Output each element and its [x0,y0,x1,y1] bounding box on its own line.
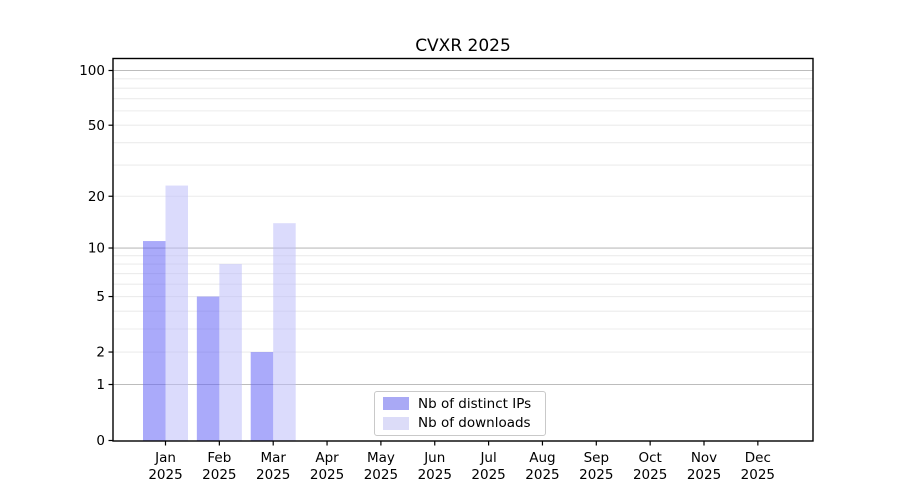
x-tick-label: Dec [745,450,771,466]
x-tick-label-year: 2025 [418,467,452,483]
x-tick-label-year: 2025 [525,467,559,483]
y-tick-label: 50 [88,118,105,134]
x-tick-label-year: 2025 [579,467,613,483]
legend-swatch-downloads [383,416,409,430]
x-tick-label: Aug [529,450,555,466]
bar-distinct-ips [143,241,166,441]
x-tick-label: Jun [423,450,445,466]
chart-title: CVXR 2025 [415,36,511,56]
x-tick-label: Nov [691,450,717,466]
x-tick-label: Jan [154,450,176,466]
legend-label-distinct-ips: Nb of distinct IPs [418,395,532,412]
legend-item-downloads: Nb of downloads [383,415,545,431]
x-tick-label-year: 2025 [310,467,344,483]
x-tick-label: Oct [638,450,661,466]
y-tick-label: 10 [88,241,105,257]
bar-downloads [273,223,296,441]
bar-distinct-ips [250,352,274,441]
y-tick-label: 0 [96,433,105,449]
bar-distinct-ips [196,296,220,441]
chart-legend: Nb of distinct IPs Nb of downloads [374,391,546,436]
x-tick-label-year: 2025 [202,467,236,483]
x-tick-label: Feb [207,450,231,466]
legend-label-downloads: Nb of downloads [418,415,531,432]
x-tick-label-year: 2025 [633,467,667,483]
x-tick-label: Mar [260,450,286,466]
y-tick-label: 1 [96,377,105,393]
bar-downloads [219,264,242,441]
x-tick-label-year: 2025 [364,467,398,483]
x-tick-label: Sep [584,450,609,466]
legend-swatch-distinct-ips [383,397,409,411]
x-tick-label-year: 2025 [148,467,182,483]
bar-downloads [165,185,188,441]
x-tick-label: Jul [479,450,496,466]
x-tick-label-year: 2025 [687,467,721,483]
y-tick-label: 5 [96,289,105,305]
x-tick-label: Apr [315,450,339,466]
x-tick-label: May [367,450,395,466]
x-tick-label-year: 2025 [741,467,775,483]
plot-border [112,57,814,442]
legend-item-distinct-ips: Nb of distinct IPs [383,396,545,412]
x-tick-label-year: 2025 [256,467,290,483]
x-tick-label-year: 2025 [471,467,505,483]
y-tick-label: 20 [88,189,105,205]
y-tick-label: 100 [79,63,105,79]
y-tick-label: 2 [96,345,105,361]
